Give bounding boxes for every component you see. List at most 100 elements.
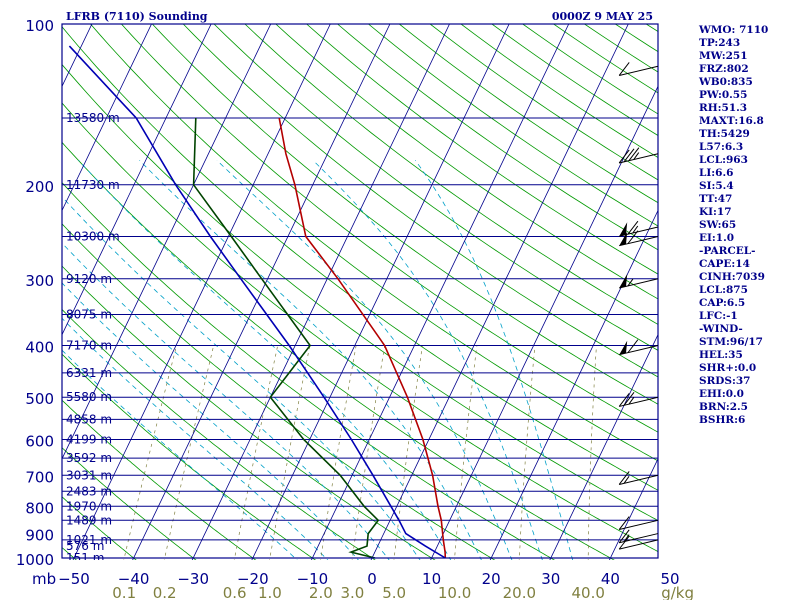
isotherm-line (62, 24, 212, 336)
pressure-tick-label: 200 (25, 178, 54, 196)
height-label: 9120 m (66, 272, 112, 286)
pressure-tick-label: 700 (25, 468, 54, 486)
height-label: 8075 m (66, 308, 112, 322)
isotherm-line (251, 24, 510, 560)
stat-line: CAPE:14 (699, 258, 750, 270)
mixing-ratio-line (351, 345, 386, 560)
wind-barb (618, 471, 659, 485)
stat-line: TP:243 (699, 37, 741, 49)
dry-adiabat (62, 496, 137, 560)
temperature-tick-label: 30 (541, 570, 560, 588)
wind-barb-staff (619, 519, 659, 530)
isotherm-line (370, 24, 629, 560)
wind-barb-staff (619, 278, 659, 289)
height-label: 6331 m (66, 366, 112, 380)
isotherm-line (132, 24, 391, 560)
temperature-tick-label: −40 (118, 570, 150, 588)
wind-barb-staff (619, 226, 659, 237)
wind-barb-staff (619, 153, 659, 164)
wind-barb-pennant (619, 340, 628, 355)
dry-adiabat (62, 141, 615, 560)
wind-barb (618, 62, 659, 76)
temperature-tick-label: 50 (660, 570, 679, 588)
wind-barb-feather (618, 62, 630, 76)
pressure-tick-label: 800 (25, 499, 54, 517)
wind-barb-half-feather (623, 534, 630, 542)
stat-line: EHI:0.0 (699, 388, 744, 400)
mixing-ratio-tick-label: 0.2 (153, 584, 177, 600)
chart-title: LFRB (7110) Sounding (66, 10, 208, 23)
dry-adiabat (62, 353, 317, 560)
wind-barb (619, 339, 659, 356)
isotherm-line (62, 24, 272, 460)
wind-barb-feather (618, 471, 630, 485)
wind-barb-staff (619, 345, 659, 356)
height-label: 1970 m (66, 499, 112, 513)
mixing-ratio-line (587, 345, 597, 560)
dry-adiabat (275, 24, 658, 300)
pressure-tick-label: 300 (25, 272, 54, 290)
height-label: 1021 m (66, 533, 112, 547)
height-label: 13580 m (66, 111, 120, 125)
isotherm-line (549, 333, 658, 560)
isotherm-line (310, 24, 570, 560)
stat-line: MAXT:16.8 (699, 115, 764, 127)
mixing-ratio-tick-label: 5.0 (382, 584, 406, 600)
moist-adiabat (78, 160, 452, 560)
wind-barb (618, 535, 659, 550)
moist-adiabat (216, 160, 513, 560)
dry-adiabat (337, 24, 658, 251)
wind-barb-feather (628, 147, 640, 161)
stat-line: MW:251 (699, 50, 748, 62)
dry-adiabat (62, 399, 257, 560)
height-label: 4199 m (66, 433, 112, 447)
stat-line: LI:6.6 (699, 167, 734, 179)
stat-line: TH:5429 (699, 128, 750, 140)
wind-barb-feather (623, 391, 635, 406)
wind-barb-staff (619, 65, 659, 76)
stat-line: RH:51.3 (699, 102, 748, 114)
height-label: 576 m (66, 539, 104, 553)
isotherm-line (72, 24, 331, 560)
dry-adiabat (182, 24, 658, 378)
dry-adiabat (121, 24, 658, 433)
isotherm-line (191, 24, 450, 560)
wind-barb-staff (619, 236, 659, 247)
stat-line: SI:5.4 (699, 180, 734, 192)
mixing-ratio-tick-label: 40.0 (572, 584, 605, 600)
height-label: 4858 m (66, 412, 112, 426)
wind-barb-pennant (619, 273, 628, 288)
moist-adiabat (312, 160, 543, 560)
moist-adiabat (62, 282, 359, 560)
wind-barb-feather (627, 220, 639, 235)
wind-barb-feather (618, 149, 630, 164)
parcel-line (68, 45, 446, 559)
mixing-ratio-unit-label: g/kg (661, 584, 694, 600)
mixing-ratio-line (454, 345, 478, 560)
isotherm-line (489, 209, 658, 560)
dewpoint-line (192, 117, 380, 559)
wind-barb (618, 516, 659, 530)
dry-adiabat (62, 63, 658, 521)
height-label: 11730 m (66, 178, 120, 192)
stat-line: WMO: 7110 (699, 24, 769, 36)
moist-adiabat (62, 317, 329, 560)
temperature-line (278, 117, 447, 559)
temperature-tick-label: −30 (177, 570, 209, 588)
stat-line: HEL:35 (699, 349, 743, 361)
wind-barb-staff (619, 539, 659, 550)
stat-line: LCL:875 (699, 284, 748, 296)
temperature-tick-label: 20 (482, 570, 501, 588)
mixing-ratio-line (518, 345, 536, 560)
stat-line: BRN:2.5 (699, 401, 748, 413)
height-label: 5580 m (66, 390, 112, 404)
mixing-ratio-tick-label: 20.0 (503, 584, 536, 600)
stat-line: LCL:963 (699, 154, 748, 166)
height-label: 3031 m (66, 468, 112, 482)
mixing-ratio-tick-label: 0.6 (223, 584, 247, 600)
dry-adiabat (62, 265, 436, 560)
temperature-tick-label: −50 (58, 570, 90, 588)
mixing-ratio-tick-label: 3.0 (340, 584, 364, 600)
wind-barb (618, 147, 659, 164)
